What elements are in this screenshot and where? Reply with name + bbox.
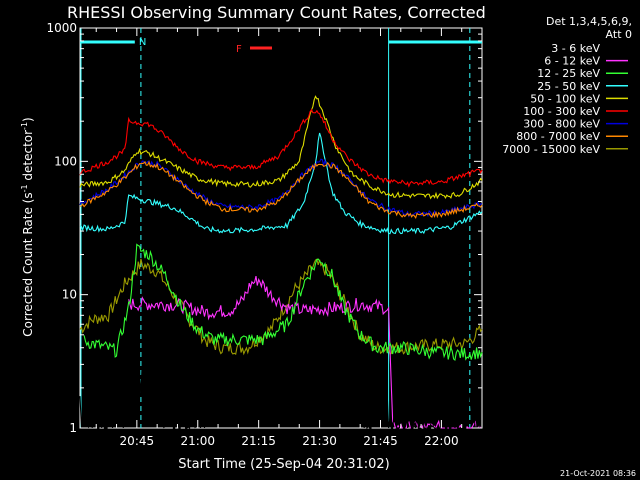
legend-entry-label: 7000 - 15000 keV <box>502 143 600 156</box>
x-tick-label: 21:45 <box>363 434 398 448</box>
series-line <box>79 95 483 200</box>
night-flag-label: N <box>139 37 146 48</box>
x-tick-label: 22:00 <box>424 434 459 448</box>
legend-entry-label: 50 - 100 keV <box>530 92 600 105</box>
x-axis-label: Start Time (25-Sep-04 20:31:02) <box>178 457 389 472</box>
legend-header-detectors: Det 1,3,4,5,6,9, <box>546 15 632 28</box>
plot-border <box>79 27 483 429</box>
series-line <box>79 158 483 218</box>
observing-flags: NF <box>80 28 482 428</box>
y-tick-label: 10 <box>62 288 77 302</box>
series-lines <box>79 95 483 430</box>
x-tick-label: 21:00 <box>180 434 215 448</box>
legend-entry-label: 300 - 800 keV <box>523 118 600 131</box>
series-line <box>79 108 483 188</box>
legend-entry-label: 3 - 6 keV <box>551 42 600 55</box>
y-tick-label: 100 <box>54 154 77 168</box>
series-line <box>79 132 483 235</box>
legend-entry-label: 800 - 7000 keV <box>516 130 600 143</box>
x-tick-label: 20:45 <box>120 434 155 448</box>
series-line <box>79 160 483 220</box>
x-tick-label: 21:15 <box>241 434 276 448</box>
axes: 1 10 100 1000 20:45 21:00 21:15 21:30 21:45 22:00 <box>46 21 483 448</box>
chart-title: RHESSI Observing Summary Count Rates, Co… <box>67 3 486 22</box>
legend-entry-label: 12 - 25 keV <box>537 67 600 80</box>
flare-flag-label: F <box>236 44 242 55</box>
series-line <box>83 243 483 361</box>
x-tick-label: 21:30 <box>302 434 337 448</box>
y-tick-label: 1 <box>69 421 77 435</box>
legend-header-attenuator: Att 0 <box>606 28 632 41</box>
series-line <box>128 275 482 430</box>
legend-entry-label: 100 - 300 keV <box>523 105 600 118</box>
generation-timestamp: 21-Oct-2021 08:36 <box>560 469 636 478</box>
legend-entry-label: 6 - 12 keV <box>544 55 600 68</box>
series-line <box>79 335 482 430</box>
y-tick-label: 1000 <box>46 21 77 35</box>
y-axis-label: Corrected Count Rate (s-1 detector-1) <box>20 117 35 336</box>
legend-entry-label: 25 - 50 keV <box>537 80 600 93</box>
plot-frame <box>79 27 483 429</box>
